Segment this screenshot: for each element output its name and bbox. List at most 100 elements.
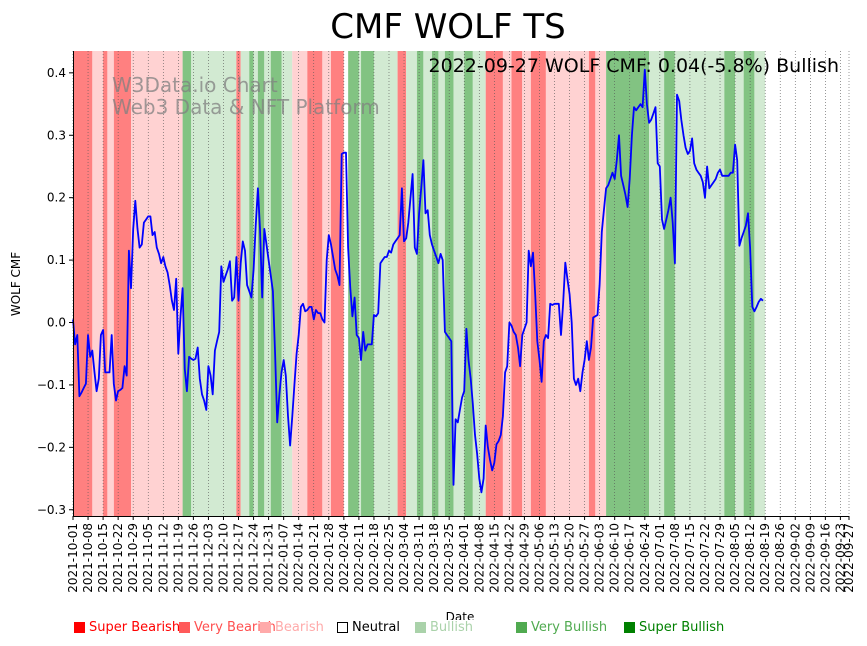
y-tick-label: 0.4 <box>47 66 66 80</box>
y-axis-label: WOLF CMF <box>9 252 23 316</box>
cmf-series-line <box>72 68 764 494</box>
legend-item-bullish: Bullish <box>415 620 473 635</box>
y-tick-label: 0.2 <box>47 191 66 205</box>
band-very-bearish <box>588 51 596 516</box>
band-very-bearish <box>511 51 523 516</box>
legend-label-super-bearish: Super Bearish <box>89 620 181 635</box>
x-tick-label: 2022-08-26 <box>773 523 787 593</box>
band-bullish <box>472 51 486 516</box>
x-tick-label: 2022-02-11 <box>352 523 366 593</box>
legend-swatch-bearish <box>260 622 271 633</box>
band-very-bullish <box>743 51 755 516</box>
band-very-bearish <box>397 51 407 516</box>
x-tick-label: 2022-05-20 <box>563 523 577 593</box>
x-tick-label: 2022-07-22 <box>698 523 712 593</box>
x-tick-label: 2021-12-03 <box>201 523 215 593</box>
x-tick-label: 2022-06-17 <box>623 523 637 593</box>
x-tick-label: 2021-12-17 <box>232 523 246 593</box>
band-bullish <box>453 51 465 516</box>
band-bullish <box>735 51 744 516</box>
band-very-bullish <box>464 51 473 516</box>
x-tick-label: 2021-11-26 <box>186 523 200 593</box>
watermark-line-2: Web3 Data & NFT Platform <box>112 95 380 119</box>
x-tick-label: 2022-02-25 <box>382 523 396 593</box>
legend-label-very-bearish: Very Bearish <box>194 620 276 635</box>
x-tick-label: 2022-05-06 <box>532 523 546 593</box>
band-bearish <box>92 51 104 516</box>
x-tick-label: 2022-05-27 <box>578 523 592 593</box>
legend-item-super-bearish: Super Bearish <box>74 620 180 635</box>
x-axis-ticks: 2021-10-01 2021-10-08 2021-10-15 2021-10-22… <box>66 516 856 593</box>
legend-item-super-bullish: Super Bullish <box>624 620 724 635</box>
x-tick-label: 2021-10-08 <box>81 523 95 593</box>
band-very-bullish <box>182 51 192 516</box>
band-bearish <box>107 51 114 516</box>
band-bullish <box>423 51 432 516</box>
legend-item-neutral: Neutral <box>337 620 400 635</box>
x-tick-label: 2022-05-13 <box>548 523 562 593</box>
legend-swatch-neutral <box>337 622 348 633</box>
x-tick-label: 2022-07-01 <box>653 523 667 593</box>
band-very-bullish <box>724 51 736 516</box>
legend-label-super-bullish: Super Bullish <box>639 620 725 635</box>
x-tick-label: 2021-12-31 <box>262 523 276 593</box>
band-very-bullish <box>606 51 650 516</box>
x-tick-label: 2022-09-02 <box>788 523 802 593</box>
band-bullish <box>240 51 250 516</box>
band-very-bearish <box>103 51 108 516</box>
x-tick-label: 2022-08-05 <box>728 523 742 593</box>
y-tick-label: −0.3 <box>37 503 66 517</box>
x-tick-label: 2022-02-18 <box>367 523 381 593</box>
x-tick-label: 2022-09-23 <box>833 523 847 593</box>
legend-item-very-bullish: Very Bullish <box>516 620 607 635</box>
legend-item-very-bearish: Very Bearish <box>179 620 276 635</box>
x-tick-label: 2021-11-12 <box>156 523 170 593</box>
band-bullish <box>191 51 237 516</box>
band-very-bullish <box>270 51 282 516</box>
band-bearish <box>131 51 183 516</box>
x-tick-label: 2022-07-29 <box>713 523 727 593</box>
legend-label-bullish: Bullish <box>430 620 474 635</box>
band-neutral <box>343 51 349 516</box>
y-axis-ticks: −0.3 −0.2 −0.1 0.0 0.1 0.2 0.3 0.4 <box>37 66 73 517</box>
x-tick-label: 2021-12-10 <box>216 523 230 593</box>
legend-swatch-bullish <box>415 622 426 633</box>
band-bearish <box>292 51 308 516</box>
legend-swatch-super-bearish <box>74 622 85 633</box>
legend-label-bearish: Bearish <box>275 620 324 635</box>
band-very-bullish <box>361 51 374 516</box>
x-tick-label: 2022-01-21 <box>307 523 321 593</box>
x-tick-label: 2022-04-01 <box>457 523 471 593</box>
cmf-chart: CMF WOLF TS W3Data.io Chart Web3 Data & … <box>9 7 856 620</box>
band-bullish <box>264 51 271 516</box>
band-very-bearish <box>530 51 546 516</box>
band-bullish <box>253 51 258 516</box>
band-bearish <box>502 51 512 516</box>
band-very-bullish <box>431 51 439 516</box>
band-bullish <box>373 51 398 516</box>
x-tick-label: 2021-10-01 <box>66 523 80 593</box>
y-tick-label: 0.3 <box>47 128 66 142</box>
watermark-line-1: W3Data.io Chart <box>112 73 278 97</box>
x-tick-label: 2022-01-28 <box>322 523 336 593</box>
x-tick-label: 2021-11-05 <box>141 523 155 593</box>
x-tick-label: 2021-10-29 <box>126 523 140 593</box>
x-tick-label: 2021-11-19 <box>171 523 185 593</box>
x-tick-label: 2022-09-27 <box>842 523 856 593</box>
band-very-bullish <box>664 51 675 516</box>
watermark: W3Data.io Chart Web3 Data & NFT Platform <box>112 73 380 119</box>
y-tick-label: −0.2 <box>37 440 66 454</box>
band-very-bullish <box>444 51 454 516</box>
x-tick-label: 2022-03-18 <box>427 523 441 593</box>
band-very-bearish <box>307 51 323 516</box>
legend-item-bearish: Bearish <box>260 620 324 635</box>
x-tick-label: 2022-08-12 <box>743 523 757 593</box>
band-bearish <box>522 51 531 516</box>
x-tick-label: 2022-03-11 <box>412 523 426 593</box>
x-tick-label: 2022-01-14 <box>292 523 306 593</box>
x-tick-label: 2022-04-08 <box>472 523 486 593</box>
legend-swatch-very-bearish <box>179 622 190 633</box>
band-bullish <box>754 51 766 516</box>
x-tick-label: 2022-04-15 <box>487 523 501 593</box>
band-very-bullish <box>249 51 254 516</box>
